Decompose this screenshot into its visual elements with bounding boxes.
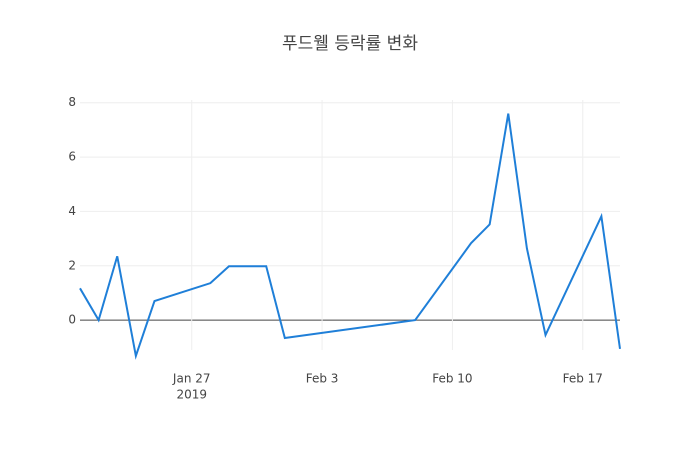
x-tick-year: 2019 — [176, 388, 207, 402]
line — [79, 113, 621, 360]
x-tick-label: Feb 17 — [563, 372, 603, 386]
y-tick-label: 4 — [68, 204, 76, 218]
y-tick-label: 8 — [68, 95, 76, 109]
y-tick-label: 6 — [68, 150, 76, 164]
y-tick-label: 0 — [68, 313, 76, 327]
chart-title: 푸드웰 등락률 변화 — [282, 34, 418, 54]
y-tick-label: 2 — [68, 258, 76, 272]
x-tick-label: Feb 10 — [432, 372, 472, 386]
x-tick-label: Jan 27 — [172, 372, 211, 386]
x-tick-label: Feb 3 — [306, 372, 339, 386]
